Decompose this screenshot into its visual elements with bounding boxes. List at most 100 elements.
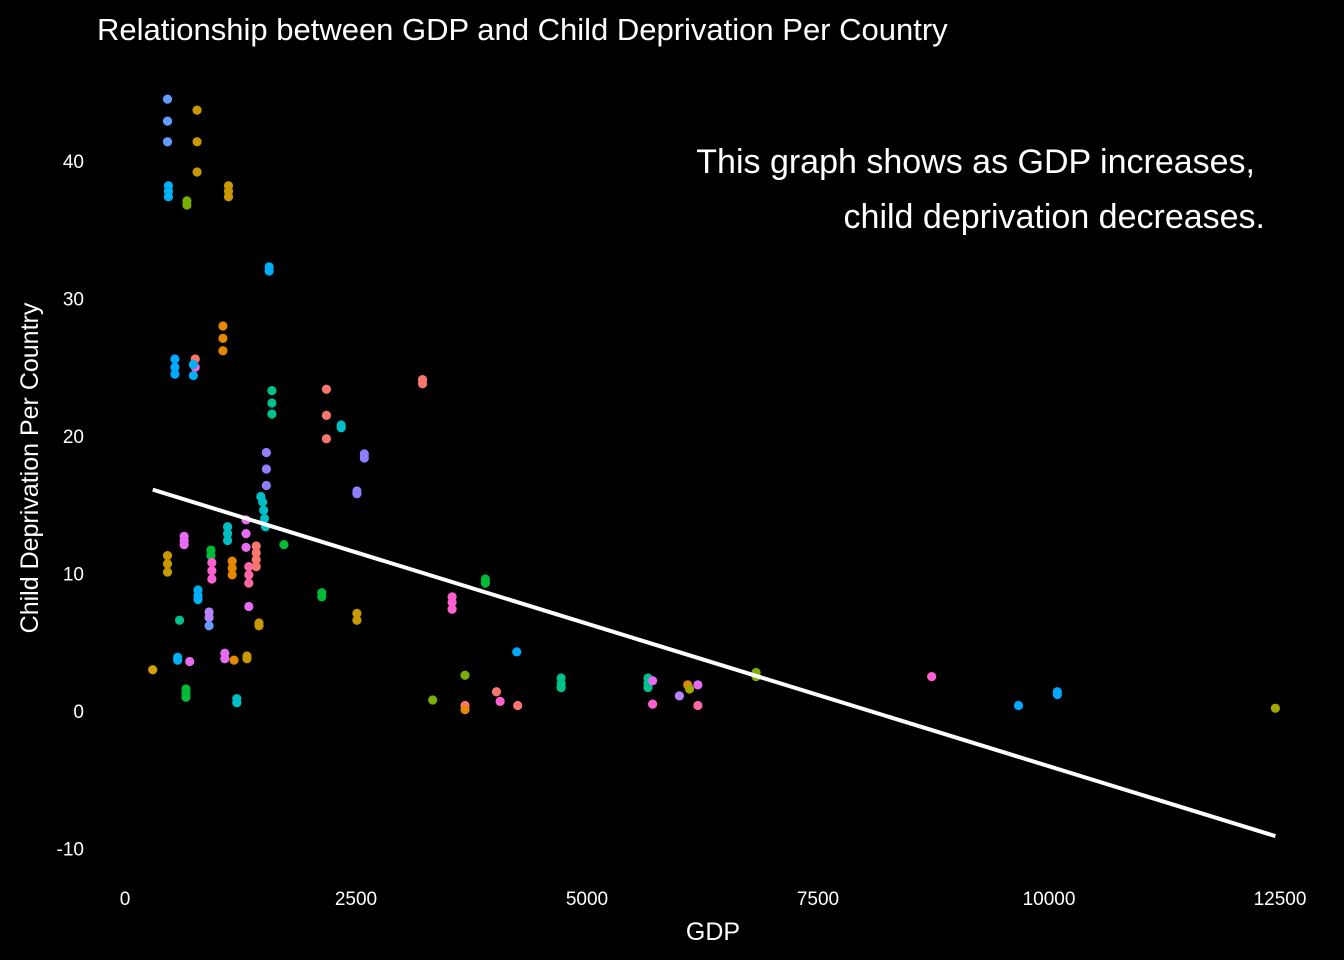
data-point <box>251 548 261 558</box>
data-point <box>162 567 173 577</box>
data-point <box>693 700 703 711</box>
data-point <box>241 529 251 539</box>
data-point <box>267 398 277 408</box>
data-point <box>193 595 203 605</box>
x-axis-title: GDP <box>686 918 740 946</box>
data-point <box>927 672 937 682</box>
data-point <box>227 570 237 580</box>
data-point <box>674 691 685 701</box>
data-point <box>244 562 254 572</box>
data-point <box>254 621 264 631</box>
x-tick-label: 10000 <box>1023 889 1076 910</box>
data-point <box>447 597 457 607</box>
data-point <box>259 513 270 524</box>
x-tick-label: 5000 <box>566 889 608 910</box>
data-point <box>181 692 191 702</box>
data-point <box>227 556 237 566</box>
data-point <box>261 480 271 491</box>
data-point <box>244 578 254 588</box>
data-point <box>1270 703 1280 713</box>
data-point <box>513 700 523 711</box>
data-point <box>693 680 703 690</box>
y-axis-title: Child Deprivation Per Country <box>16 302 44 633</box>
data-point <box>279 540 289 550</box>
data-point <box>207 557 217 568</box>
data-point <box>222 529 233 539</box>
data-point <box>258 497 268 507</box>
data-point <box>170 362 180 372</box>
data-point <box>267 386 277 396</box>
data-point <box>321 384 332 394</box>
data-point <box>218 346 228 356</box>
data-point <box>684 684 695 694</box>
data-point <box>460 670 470 680</box>
y-axis-ticks: -10 0 10 20 30 40 <box>57 152 84 861</box>
data-point <box>359 453 369 463</box>
data-point <box>352 608 362 618</box>
x-tick-label: 7500 <box>797 889 839 910</box>
data-point <box>352 615 362 625</box>
data-point <box>173 655 183 665</box>
y-tick-label: 10 <box>63 565 84 586</box>
data-point <box>251 541 261 551</box>
data-point <box>244 570 254 580</box>
y-tick-label: 20 <box>63 427 84 448</box>
data-point <box>491 687 502 697</box>
annotation-line-2: child deprivation decreases. <box>844 198 1265 236</box>
data-point <box>336 423 346 433</box>
data-point <box>512 647 522 657</box>
data-point <box>261 464 271 474</box>
data-point <box>261 447 271 458</box>
data-point <box>192 105 202 115</box>
data-point <box>188 359 198 370</box>
data-point <box>192 167 202 177</box>
data-point <box>232 698 242 708</box>
data-point <box>148 665 158 675</box>
y-tick-label: 30 <box>63 290 84 311</box>
data-point <box>480 578 490 588</box>
data-point <box>162 559 173 569</box>
data-point <box>185 656 195 667</box>
trend-line <box>152 487 1276 839</box>
data-point <box>648 676 658 686</box>
data-point <box>207 566 217 576</box>
data-point <box>417 379 428 389</box>
x-tick-label: 0 <box>120 889 131 910</box>
data-point <box>207 574 217 584</box>
data-point <box>222 522 233 532</box>
data-point <box>220 654 230 664</box>
data-point <box>222 535 233 546</box>
annotation-line-1: This graph shows as GDP increases, <box>696 143 1255 181</box>
data-point <box>643 683 653 693</box>
data-point <box>204 612 214 623</box>
data-point <box>174 615 185 625</box>
data-point <box>218 333 228 343</box>
data-point <box>259 505 269 515</box>
data-point <box>244 601 254 612</box>
data-point <box>317 592 327 602</box>
data-point <box>428 695 438 705</box>
data-point <box>264 266 274 276</box>
y-tick-label: -10 <box>57 840 84 861</box>
data-point <box>182 200 192 210</box>
data-point <box>162 116 173 126</box>
data-point <box>242 654 252 664</box>
data-point <box>162 94 173 104</box>
data-points <box>148 94 1280 715</box>
x-tick-label: 2500 <box>335 889 377 910</box>
data-point <box>170 354 180 364</box>
y-tick-label: 0 <box>73 702 84 723</box>
data-point <box>352 489 362 499</box>
data-point <box>495 696 505 706</box>
data-point <box>162 551 173 561</box>
data-point <box>229 655 239 665</box>
data-point <box>188 370 198 381</box>
data-point <box>321 410 332 420</box>
data-point <box>648 699 658 709</box>
data-point <box>204 621 214 631</box>
x-axis-ticks: 0 2500 5000 7500 10000 12500 <box>120 889 1307 910</box>
data-point <box>251 562 261 572</box>
y-tick-label: 40 <box>63 152 84 173</box>
data-point <box>1013 700 1024 711</box>
data-point <box>170 369 180 379</box>
